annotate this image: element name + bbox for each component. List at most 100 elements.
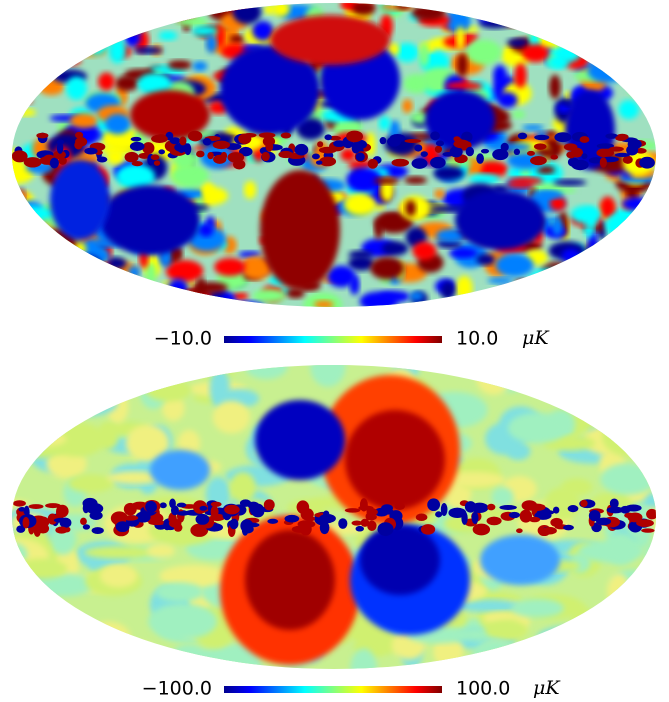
sky-blob (106, 471, 162, 485)
sky-blob (192, 61, 208, 72)
sky-blob (606, 506, 624, 514)
sky-blob (145, 262, 157, 286)
sky-blob (319, 156, 337, 167)
sky-blob (12, 97, 33, 105)
sky-blob (42, 283, 53, 300)
sky-blob (12, 150, 28, 163)
sky-blob (536, 283, 550, 299)
sky-blob (571, 604, 592, 639)
sky-blob (100, 185, 200, 255)
sky-blob (36, 132, 49, 139)
sky-blob (554, 639, 593, 660)
sky-blob (195, 513, 210, 525)
sky-blob (346, 167, 382, 193)
sky-blob (622, 249, 646, 262)
sky-blob (12, 447, 39, 460)
sky-blob (531, 289, 556, 304)
sky-blob (12, 81, 18, 92)
colorbar-max: 10.0 (456, 328, 498, 350)
sky-blob (622, 270, 642, 290)
sky-blob (55, 37, 82, 47)
sky-blob (128, 265, 141, 279)
sky-blob (205, 34, 217, 54)
sky-blob (415, 513, 428, 522)
sky-blob (589, 389, 649, 428)
sky-blob (59, 293, 94, 307)
sky-blob (394, 502, 405, 510)
sky-blob (148, 520, 166, 526)
sky-blob (216, 23, 225, 49)
sky-blob (476, 365, 512, 395)
sky-blob (603, 639, 643, 669)
sky-blob (604, 213, 641, 238)
sky-blob (485, 619, 528, 641)
sky-blob (106, 22, 120, 46)
sky-blob (352, 3, 376, 16)
sky-blob (65, 76, 87, 101)
sky-blob (396, 3, 412, 10)
sky-blob (627, 3, 640, 11)
sky-blob (617, 44, 626, 58)
sky-blob (202, 137, 212, 146)
sky-blob (124, 28, 141, 47)
sky-blob (391, 158, 410, 167)
sky-blob (635, 434, 656, 468)
sky-blob (615, 227, 648, 253)
sky-blob (29, 258, 50, 274)
sky-blob (192, 26, 218, 36)
sky-blob (596, 294, 605, 305)
sky-blob (587, 59, 628, 83)
sky-blob (314, 300, 334, 307)
sky-blob (224, 504, 240, 515)
sky-blob (12, 606, 35, 634)
sky-blob (192, 281, 229, 294)
sky-blob (80, 517, 87, 526)
sky-blob (389, 133, 406, 143)
sky-blob (478, 17, 511, 29)
sky-blob (507, 152, 545, 170)
sky-blob (167, 278, 189, 299)
sky-blob (535, 284, 571, 305)
sky-blob (605, 3, 635, 7)
sky-blob (350, 648, 378, 669)
sky-blob (311, 153, 320, 160)
sky-blob (103, 286, 116, 304)
sky-blob (89, 29, 102, 51)
sky-blob (409, 291, 424, 301)
sky-blob (82, 261, 111, 269)
sky-blob (64, 52, 76, 65)
sky-blob (622, 196, 652, 211)
sky-blob (359, 498, 368, 512)
sky-blob (265, 140, 274, 152)
sky-blob (411, 4, 446, 21)
sky-blob (65, 38, 92, 56)
sky-blob (608, 272, 647, 289)
sky-blob (495, 285, 530, 305)
sky-blob (166, 296, 206, 307)
sky-blob (245, 530, 335, 630)
sky-blob (637, 240, 656, 252)
sky-blob (15, 65, 39, 77)
sky-blob (112, 10, 135, 23)
sky-blob (129, 296, 143, 307)
colorbar-unit: μK (522, 327, 550, 349)
sky-blob (106, 390, 129, 424)
sky-blob (348, 250, 373, 259)
sky-blob (222, 236, 237, 254)
sky-blob (534, 147, 555, 158)
sky-blob (636, 3, 655, 10)
sky-blob (131, 160, 143, 167)
sky-blob (261, 151, 270, 162)
sky-blob (629, 68, 656, 95)
sky-blob (241, 256, 273, 280)
sky-blob (70, 113, 98, 129)
sky-blob (323, 510, 330, 518)
sky-blob (475, 3, 494, 23)
sky-blob (492, 299, 526, 307)
sky-blob (130, 90, 210, 140)
sky-blob (439, 302, 451, 307)
sky-blob (635, 148, 647, 154)
sky-blob (196, 150, 205, 158)
sky-blob (176, 502, 187, 508)
sky-blob (571, 257, 606, 278)
